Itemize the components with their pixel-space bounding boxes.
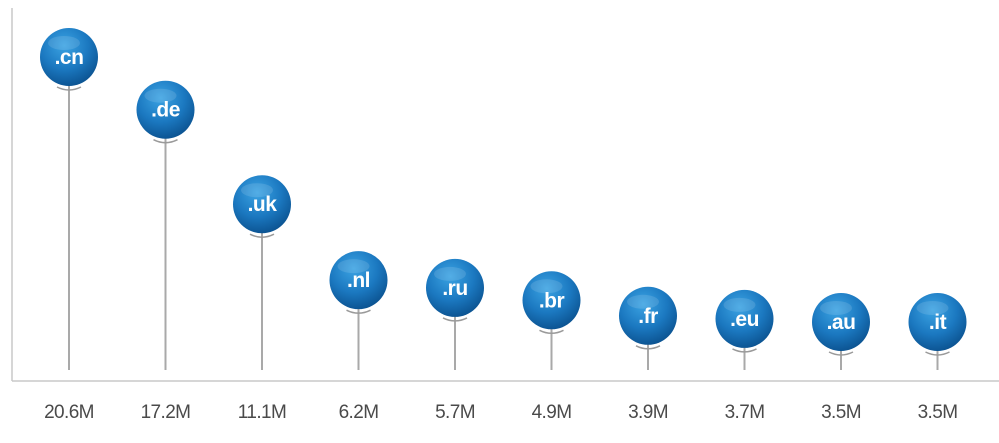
pin-highlight-de: [144, 88, 177, 103]
value-label-nl: 6.2M: [339, 402, 379, 423]
pin-shadow-nl: [346, 309, 371, 314]
pin-highlight-au: [820, 301, 852, 315]
category-label-ru: .ru: [442, 277, 467, 300]
lollipop-nl: .nl: [329, 251, 388, 370]
value-label-fr: 3.9M: [628, 402, 668, 423]
lollipop-cn: .cn: [40, 28, 98, 370]
pin-shadow-cn: [56, 86, 82, 91]
pin-nl: [329, 251, 388, 310]
pin-br: [522, 271, 581, 330]
lollipop-eu: .eu: [715, 289, 774, 370]
pin-au: [812, 293, 870, 351]
pin-shadow-uk: [249, 233, 275, 238]
pin-highlight-fr: [627, 294, 659, 309]
lollipop-de: .de: [136, 80, 195, 370]
value-labels: 20.6M 17.2M 11.1M 6.2M 5.7M 4.9M 3.9M 3.7M 3.5M 3…: [44, 402, 958, 423]
pin-fr: [619, 286, 677, 345]
category-label-br: .br: [539, 289, 565, 312]
pin-shadow-ru: [442, 317, 468, 322]
pin-highlight-it: [916, 301, 949, 315]
pin-highlight-uk: [241, 183, 273, 198]
pin-shadow-br: [539, 329, 564, 335]
value-label-uk: 11.1M: [238, 402, 286, 423]
category-label-it: .it: [929, 311, 947, 334]
pin-highlight-nl: [337, 259, 370, 274]
pin-shadow-it: [925, 351, 950, 356]
category-label-eu: .eu: [730, 308, 759, 331]
lollipop-uk: .uk: [233, 175, 291, 370]
pin-it: [908, 293, 967, 351]
chart-axes: [11, 8, 999, 382]
pin-highlight-ru: [434, 266, 466, 281]
lollipop-au: .au: [812, 293, 870, 370]
pin-highlight-br: [530, 279, 563, 294]
value-label-de: 17.2M: [141, 402, 191, 423]
category-label-uk: .uk: [248, 193, 278, 216]
pin-cn: [40, 28, 98, 86]
category-label-cn: .cn: [55, 46, 84, 69]
category-label-nl: .nl: [347, 269, 370, 292]
pin-highlight-cn: [48, 36, 80, 50]
pin-shadow-au: [828, 351, 854, 356]
category-label-de: .de: [151, 99, 180, 122]
value-label-ru: 5.7M: [435, 402, 475, 423]
pin-highlight-eu: [723, 297, 756, 312]
value-label-br: 4.9M: [532, 402, 572, 423]
value-label-it: 3.5M: [918, 402, 958, 423]
lollipop-ru: .ru: [426, 258, 484, 370]
pin-de: [136, 80, 195, 139]
pin-shadow-fr: [635, 345, 661, 350]
value-label-cn: 20.6M: [44, 402, 94, 423]
lollipop-it: .it: [908, 293, 967, 370]
value-label-au: 3.5M: [821, 402, 861, 423]
pin-shadow-eu: [732, 348, 757, 353]
lollipop-br: .br: [522, 271, 581, 370]
pin-uk: [233, 175, 291, 234]
value-label-eu: 3.7M: [725, 402, 765, 423]
chart-marks: .cn .de .uk .nl .ru .br .fr .eu .au .it: [40, 28, 967, 370]
category-label-fr: .fr: [638, 305, 658, 328]
lollipop-fr: .fr: [619, 286, 677, 370]
category-label-au: .au: [827, 311, 856, 334]
pin-shadow-de: [153, 139, 178, 144]
pin-ru: [426, 258, 484, 317]
pin-eu: [715, 289, 774, 348]
